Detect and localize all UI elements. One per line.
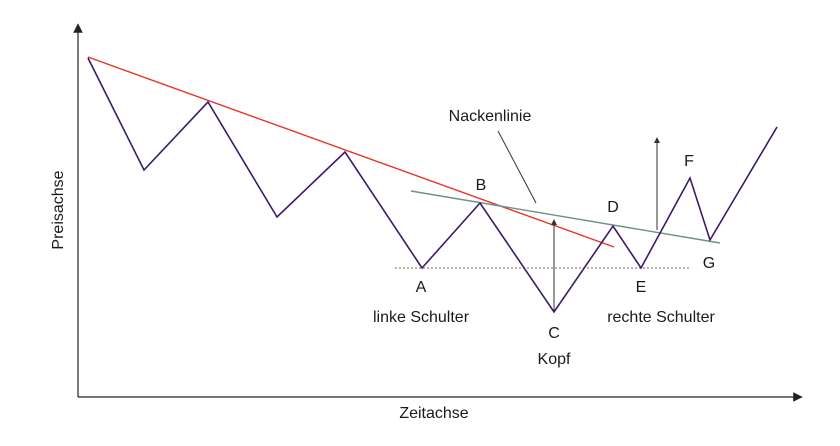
right-shoulder-label: rechte Schulter [607, 309, 715, 326]
neckline [410, 190, 721, 244]
point-label-f: F [684, 153, 694, 170]
point-label-b: B [476, 177, 487, 194]
point-label-a: A [416, 279, 427, 296]
head-label: Kopf [538, 351, 571, 368]
point-label-d: D [607, 199, 619, 216]
point-label-g: G [703, 255, 715, 272]
neckline-pointer [497, 130, 537, 204]
price-line [87, 57, 778, 314]
x-axis-label: Zeitachse [399, 405, 468, 422]
point-label-c: C [548, 325, 560, 342]
y-axis-label: Preisachse [50, 170, 67, 249]
neckline-label: Nackenlinie [449, 108, 532, 125]
trend-line [87, 56, 615, 248]
left-shoulder-label: linke Schulter [373, 309, 470, 326]
point-label-e: E [636, 279, 647, 296]
